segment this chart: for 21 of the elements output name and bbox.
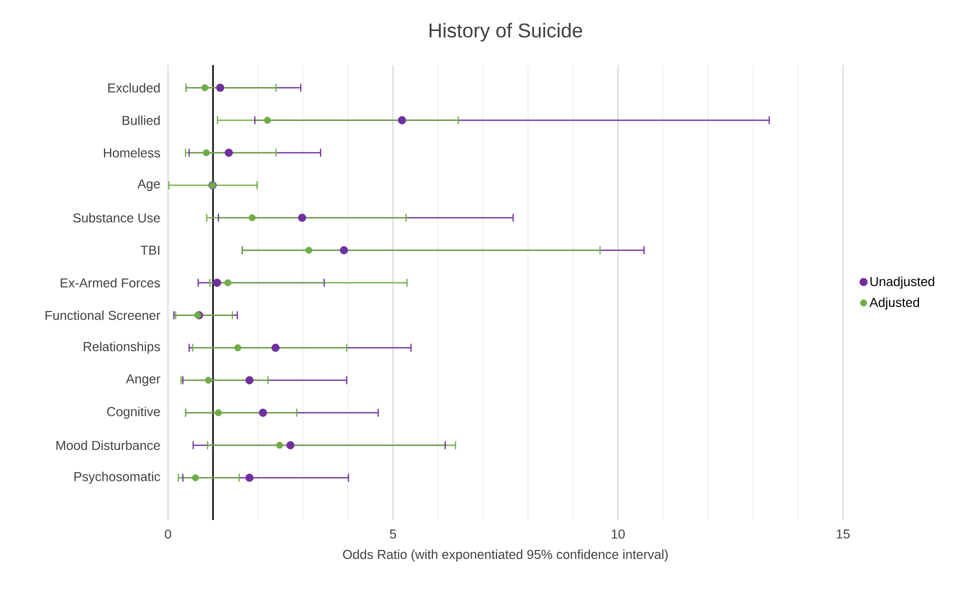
y-tick-label: Cognitive	[107, 406, 160, 419]
x-axis-title: Odds Ratio (with exponentiated 95% confidence interval)	[343, 550, 668, 562]
y-tick-label: Homeless	[104, 148, 160, 158]
y-tick-label: Mood Disturbance	[56, 440, 160, 450]
y-tick-label: TBI	[140, 246, 160, 255]
x-tick-label: 5	[390, 530, 396, 539]
y-tick-label: Excluded	[108, 82, 160, 92]
legend-label: Unadjusted	[870, 276, 934, 289]
chart-title: History of Suicide	[430, 22, 582, 42]
x-tick-label: 0	[164, 530, 172, 539]
x-tick-label: 10	[612, 530, 625, 539]
y-tick-label: Substance Use	[73, 212, 160, 222]
y-tick-label: Functional Screener	[46, 310, 160, 320]
y-tick-label: Age	[137, 179, 160, 192]
legend-label: Adjusted	[869, 297, 920, 310]
y-tick-label: Psychosomatic	[74, 472, 160, 484]
y-tick-label: Ex-Armed Forces	[60, 278, 160, 288]
y-tick-label: Relationships	[84, 342, 160, 354]
y-tick-label: Bullied	[122, 115, 160, 125]
y-tick-label: Anger	[126, 374, 160, 386]
x-tick-label: 15	[836, 530, 850, 539]
